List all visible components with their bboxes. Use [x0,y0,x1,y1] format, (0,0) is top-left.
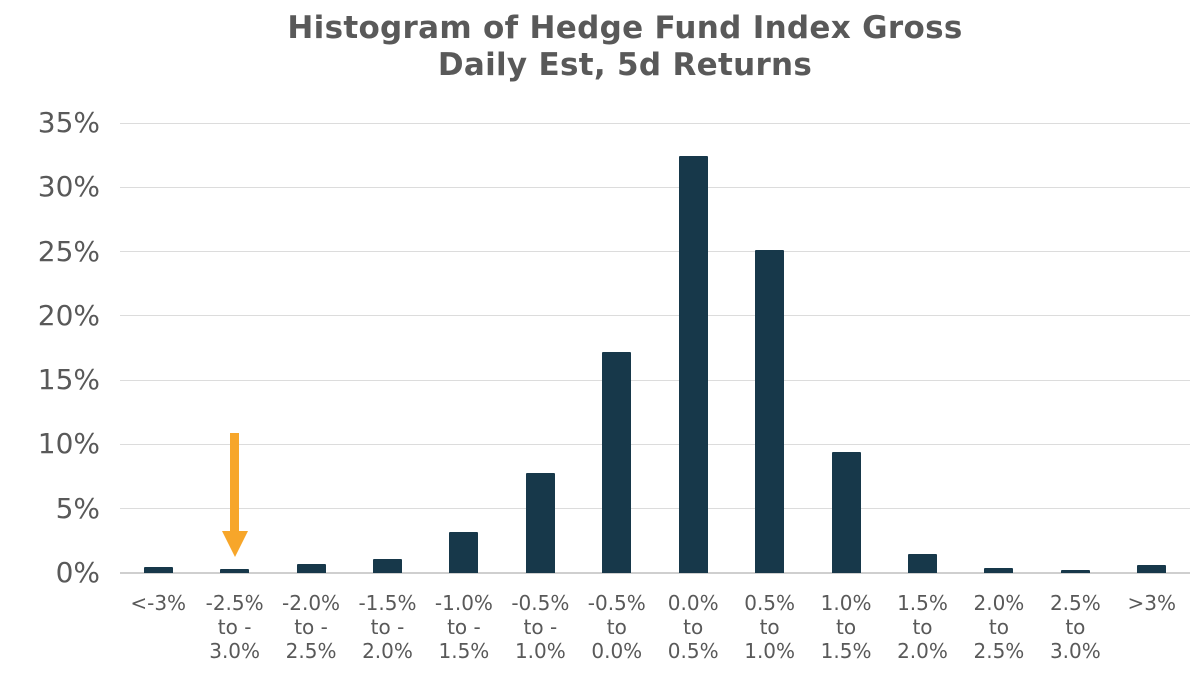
x-tick-label-line: 0.5% [667,639,719,663]
x-tick-label: -2.0% to -2.5% [273,591,349,663]
y-tick-label: 25% [37,234,100,268]
bar [755,250,785,573]
x-tick-label-line: 1.0% [820,591,872,615]
x-tick-label-line: 2.0% [362,639,413,663]
x-tick-label-line: 3.0% [1049,639,1101,663]
x-tick-label: -0.5% to -1.0% [502,591,578,663]
x-tick-label-line: 1.5% [820,639,872,663]
y-gridline-5 [120,508,1190,510]
chart-title: Histogram of Hedge Fund Index Gross Dail… [50,10,1200,84]
bar [143,566,173,573]
y-tick-label: 30% [37,170,100,204]
bar [373,558,402,573]
x-tick-label-line: -1.0% [434,591,493,615]
x-tick-label: -1.5% to -2.0% [349,591,425,663]
x-tick-label: -0.5% to 0.0% [579,591,655,663]
x-tick-label-line: -2.0% [282,591,341,615]
x-tick-label-line: -0.5% [511,591,570,615]
y-tick-label: 10% [37,427,100,461]
x-tick-label: 0.5% to 1.0% [731,591,807,663]
x-tick-label-line: <-3% [130,591,187,615]
x-tick-label: 0.0% to 0.5% [655,591,731,663]
chart-title-line1: Histogram of Hedge Fund Index Gross [287,10,963,46]
y-gridline-25 [120,251,1190,253]
x-tick-label-line: -2.5% [205,591,264,615]
x-axis-line [120,572,1190,574]
x-tick-label-line: 1.5% [897,591,948,615]
arrow-head [221,531,248,557]
x-tick-label-line: to [759,615,780,639]
x-tick-label-line: to - [217,615,252,639]
x-tick-label-line: to - [447,615,481,639]
x-tick-label: 1.5% to 2.0% [884,591,960,663]
x-tick-label: 2.5% to 3.0% [1037,591,1113,663]
x-tick-label-line: to - [523,615,558,639]
y-gridline-15 [120,379,1190,381]
x-tick-label-line: to [836,615,857,639]
y-tick-label: 20% [37,298,100,332]
arrow-shaft [230,433,240,532]
x-tick-label-line: 1.5% [438,639,490,663]
bar [525,472,555,573]
y-tick-label: 0% [55,556,100,589]
x-tick-label-line: 0.5% [744,591,796,615]
y-tick-label: 5% [55,491,100,525]
x-tick-label: -2.5% to -3.0% [196,591,272,663]
x-tick-label-line: 2.5% [1049,591,1101,615]
x-tick-label-line: to [1065,615,1086,639]
x-tick-label-line: >3% [1127,591,1177,615]
bar [1137,565,1167,573]
bar [449,531,479,573]
chart-title-line2: Daily Est, 5d Returns [437,47,813,83]
y-tick-label: 15% [37,363,100,397]
x-tick-label: 2.0% to 2.5% [961,591,1037,663]
x-tick-label: >3% [1114,591,1190,615]
y-gridline-35 [120,122,1190,124]
x-tick-label-line: 0.0% [591,639,643,663]
x-tick-label-line: 2.0% [897,639,948,663]
x-tick-label: 1.0% to 1.5% [808,591,884,663]
x-tick-label-line: to [988,615,1009,639]
x-tick-label-line: to - [294,615,328,639]
down-arrow-icon [221,433,248,557]
x-tick-label-line: to [606,615,627,639]
bar [984,567,1014,573]
x-tick-label: -1.0% to -1.5% [426,591,502,663]
bar [908,553,937,573]
x-tick-label-line: 2.5% [973,639,1025,663]
x-tick-label-line: to - [370,615,405,639]
x-tick-label-line: 2.0% [973,591,1025,615]
bar [1060,570,1090,573]
bar [220,569,250,573]
y-gridline-20 [120,315,1190,317]
x-tick-label-line: to [912,615,933,639]
y-tick-label: 35% [37,106,100,139]
x-tick-label-line: -1.5% [358,591,417,615]
x-tick-label-line: to [683,615,704,639]
x-tick-label-line: 2.5% [285,639,337,663]
bar [678,156,708,573]
x-tick-label-line: 3.0% [209,639,261,663]
bar [602,351,632,573]
x-tick-label-line: -0.5% [587,591,646,615]
bar [296,564,326,573]
x-tick-label: <-3% [120,591,196,615]
x-tick-label-line: 1.0% [514,639,566,663]
x-tick-label-line: 0.0% [667,591,719,615]
x-tick-label-line: 1.0% [744,639,796,663]
bar [831,452,861,573]
y-gridline-30 [120,186,1190,188]
y-gridline-10 [120,443,1190,445]
